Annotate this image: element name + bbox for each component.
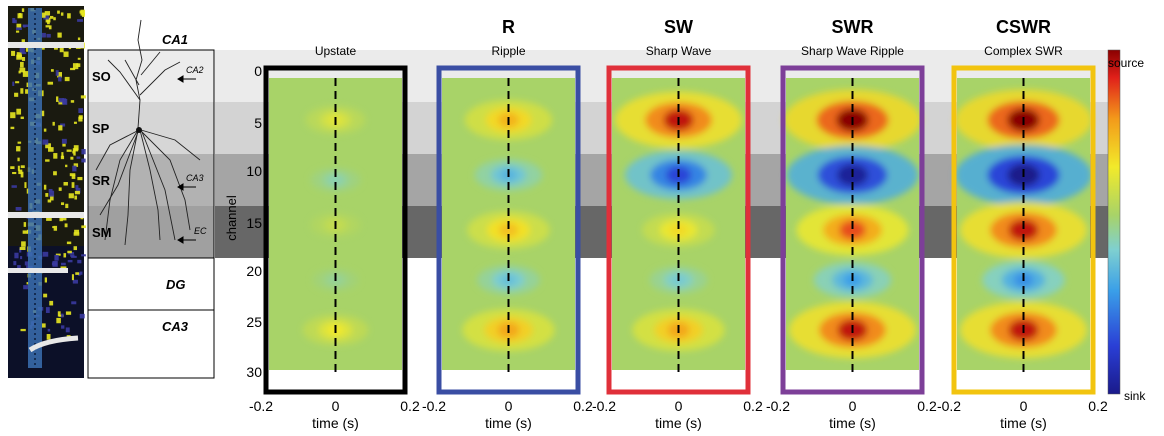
heatmap-empty-region bbox=[786, 370, 919, 392]
x-tick: -0.2 bbox=[422, 398, 446, 414]
y-tick-15: 15 bbox=[246, 215, 262, 231]
panel-complex-swr: CSWR Complex SWR -0.2 0 0.2 time (s) bbox=[937, 17, 1108, 431]
panel-subtitle: Sharp Wave Ripple bbox=[801, 44, 904, 58]
panel-subtitle: Sharp Wave bbox=[646, 44, 712, 58]
panel-subtitle: Upstate bbox=[315, 44, 357, 58]
x-tick: 0 bbox=[332, 398, 340, 414]
panel-subtitle: Complex SWR bbox=[984, 44, 1063, 58]
heatmap-empty-region bbox=[612, 370, 745, 392]
y-tick-5: 5 bbox=[254, 115, 262, 131]
x-axis-label: time (s) bbox=[485, 415, 532, 431]
heatmap-empty-region bbox=[269, 370, 402, 392]
anatomy-schematic: CA1 CA2 CA3 EC SO SP SR SM DG CA3 bbox=[87, 19, 215, 379]
panel-title: R bbox=[502, 17, 515, 37]
panel-frame bbox=[263, 65, 408, 395]
panel-upstate: Upstate -0.2 0 0.2 time (s) bbox=[249, 44, 420, 431]
panel-sharp-wave: SW Sharp Wave -0.2 0 0.2 time (s) bbox=[592, 17, 763, 431]
colorbar-top-label: source bbox=[1108, 56, 1144, 70]
region-label-dg: DG bbox=[166, 277, 186, 292]
x-tick: 0 bbox=[1020, 398, 1028, 414]
x-axis-label: time (s) bbox=[1000, 415, 1047, 431]
panel-sharp-wave-ripple: SWR Sharp Wave Ripple -0.2 0 0.2 time (s) bbox=[766, 17, 937, 431]
input-arrows bbox=[177, 75, 196, 244]
channel-axis: channel 0 5 10 15 20 25 30 bbox=[224, 63, 262, 380]
histology-image bbox=[8, 6, 87, 378]
x-tick: 0 bbox=[849, 398, 857, 414]
input-label-ca3: CA3 bbox=[186, 173, 204, 183]
layer-label-sp: SP bbox=[92, 121, 110, 136]
csd-panels: Upstate -0.2 0 0.2 time (s) R Ripple -0.2 0 0.2 ti… bbox=[249, 17, 1108, 431]
y-axis-label: channel bbox=[224, 195, 239, 241]
csd-blob-core bbox=[839, 220, 866, 240]
y-tick-30: 30 bbox=[246, 364, 262, 380]
x-tick: 0.2 bbox=[400, 398, 420, 414]
pyramidal-neuron-icon bbox=[95, 19, 201, 246]
x-tick: -0.2 bbox=[766, 398, 790, 414]
panel-ripple: R Ripple -0.2 0 0.2 time (s) bbox=[422, 17, 593, 431]
x-tick: 0.2 bbox=[917, 398, 937, 414]
x-axis-label: time (s) bbox=[829, 415, 876, 431]
csd-blob-core bbox=[1008, 219, 1039, 241]
panel-title: SW bbox=[664, 17, 693, 37]
csd-blob-core bbox=[669, 223, 688, 237]
layer-label-sr: SR bbox=[92, 173, 111, 188]
x-tick: 0.2 bbox=[743, 398, 763, 414]
csd-blob-core bbox=[329, 175, 342, 185]
y-tick-20: 20 bbox=[246, 263, 262, 279]
x-tick: -0.2 bbox=[249, 398, 273, 414]
colorbar-bottom-label: sink bbox=[1124, 389, 1146, 403]
x-tick: 0 bbox=[675, 398, 683, 414]
panel-frame bbox=[606, 65, 751, 395]
colorbar-gradient bbox=[1107, 49, 1121, 395]
input-label-ca2: CA2 bbox=[186, 65, 204, 75]
panel-frame bbox=[951, 65, 1096, 395]
x-axis-label: time (s) bbox=[655, 415, 702, 431]
x-tick: -0.2 bbox=[937, 398, 961, 414]
panel-subtitle: Ripple bbox=[491, 44, 525, 58]
x-axis-label: time (s) bbox=[312, 415, 359, 431]
x-tick: 0 bbox=[505, 398, 513, 414]
csd-blob-core bbox=[498, 222, 519, 238]
y-tick-0: 0 bbox=[254, 63, 262, 79]
heatmap-empty-region bbox=[442, 370, 575, 392]
x-tick: 0.2 bbox=[1088, 398, 1108, 414]
y-tick-10: 10 bbox=[246, 163, 262, 179]
input-label-ec: EC bbox=[194, 226, 207, 236]
layer-label-sm: SM bbox=[92, 225, 112, 240]
y-tick-25: 25 bbox=[246, 314, 262, 330]
panel-title: CSWR bbox=[996, 17, 1051, 37]
region-label-ca1: CA1 bbox=[162, 32, 188, 47]
layer-label-so: SO bbox=[92, 69, 111, 84]
x-tick: 0.2 bbox=[573, 398, 593, 414]
panel-title: SWR bbox=[832, 17, 874, 37]
region-label-ca3: CA3 bbox=[162, 319, 189, 334]
panel-frame bbox=[436, 65, 581, 395]
x-tick: -0.2 bbox=[592, 398, 616, 414]
heatmap-empty-region bbox=[957, 370, 1090, 392]
panel-frame bbox=[780, 65, 925, 395]
colorbar: source sink bbox=[1107, 49, 1146, 403]
